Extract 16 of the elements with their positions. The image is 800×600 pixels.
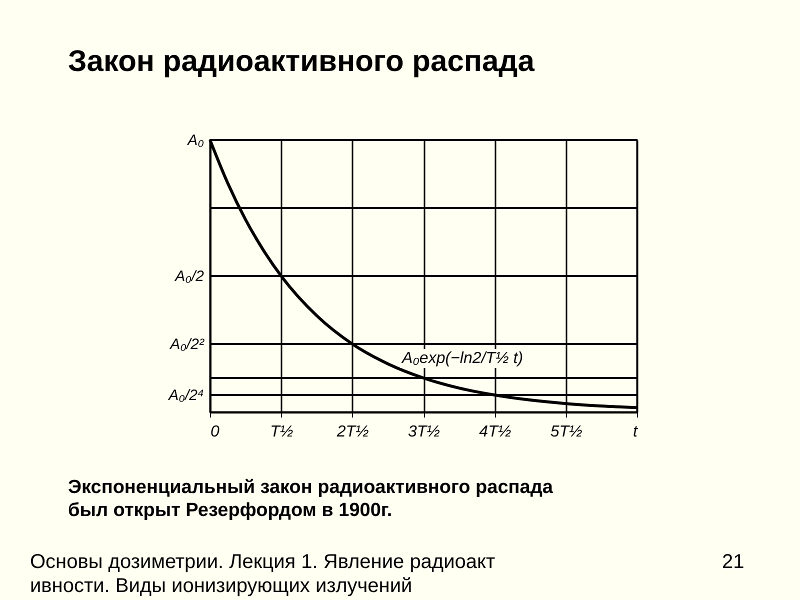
ref-line-label: A₀/2² xyxy=(169,336,205,353)
ref-line-label: A₀ xyxy=(186,132,204,149)
chart-title: Закон радиоактивного распада xyxy=(68,45,535,78)
ref-line-label: A₀/2⁴ xyxy=(168,387,204,404)
x-tick-label: 5T½ xyxy=(550,424,582,440)
text: 21 xyxy=(722,551,744,573)
x-tick-label: T½ xyxy=(270,424,294,440)
ref-line-label: A₀/2 xyxy=(174,268,205,285)
x-tick-label: 3T½ xyxy=(408,424,440,440)
text: Экспоненциальный закон радиоактивного распада был открыт Резерфордом в 1900г. xyxy=(68,477,554,521)
x-tick-label: 4T½ xyxy=(479,424,512,440)
x-tick-label: t xyxy=(633,424,638,440)
text: Основы дозиметрии. Лекция 1. Явление радиоакт ивности. Виды ионизирующих излучений xyxy=(30,551,496,597)
annotation: A₀exp(−ln2/T½ t) xyxy=(401,350,524,367)
x-tick-label: 0 xyxy=(210,424,220,440)
x-tick-label: 2T½ xyxy=(336,424,369,440)
